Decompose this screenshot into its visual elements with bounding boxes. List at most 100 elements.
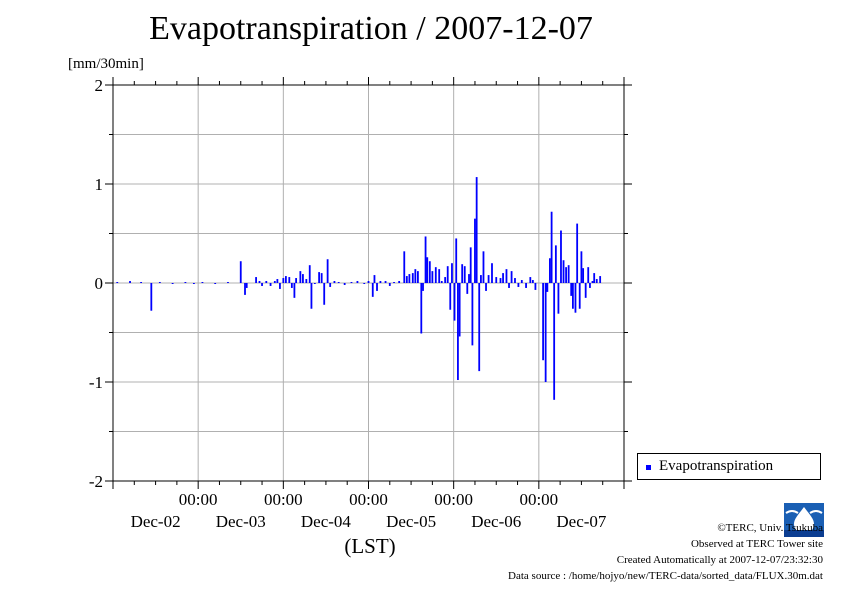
bar [438,269,441,283]
bar [326,259,329,283]
bar [320,273,323,283]
bar [201,282,204,284]
bar [255,277,257,283]
bar [244,283,246,295]
bar [574,283,577,313]
bar [310,283,313,309]
x-date-label: Dec-04 [301,512,352,531]
credits: ©TERC, Univ. Tsukuba Observed at TERC To… [508,520,823,584]
bar [560,230,562,283]
bar [337,282,340,284]
bar [446,266,449,283]
bar [431,271,434,283]
bar [422,283,424,291]
bar [584,283,587,298]
bar [214,283,217,284]
bar [444,277,447,283]
bar [416,271,419,283]
bar [469,247,472,283]
x-date-label: Dec-02 [131,512,181,531]
legend-swatch [646,465,651,470]
bar [276,279,279,283]
x-date-label: Dec-06 [471,512,521,531]
bar [480,275,482,283]
y-tick-label: -1 [89,373,103,392]
bar [398,281,401,283]
bar [261,283,263,286]
data-source-text: Data source : /home/hojyo/new/TERC-data/… [508,570,823,582]
bar [279,283,281,289]
bar [463,266,466,283]
x-axis-label: (LST) [344,534,396,558]
y-tick-label: -2 [89,472,103,491]
bar [295,278,298,283]
bar [308,265,311,283]
axis-tick-labels: 2 1 0 -1 -2 00:00 00:00 00:00 00:00 00:00 Dec-02 De… [89,76,607,531]
bar [567,265,570,283]
x-tick-time-label: 00:00 [519,490,558,509]
bar [487,275,490,283]
y-tick-label: 2 [95,76,104,95]
bar [245,283,248,288]
bar [553,283,556,400]
bar [466,283,469,294]
bar [420,283,423,334]
bar [502,273,504,283]
bar [329,283,332,287]
bar [424,236,427,283]
bar [453,283,456,321]
bar [284,276,287,283]
grid-lines [113,85,624,481]
bar [258,281,261,283]
bar [570,283,573,296]
bar [350,282,353,284]
bar [580,251,583,283]
x-tick-time-label: 00:00 [179,490,218,509]
bar [542,283,544,361]
bar [475,177,478,283]
bar [265,281,268,283]
y-axis-unit-label: [mm/30min] [68,56,144,72]
bar [599,276,602,283]
bar [458,283,461,337]
bar [293,283,296,298]
site-text: Observed at TERC Tower site [690,538,823,550]
bar [451,263,453,283]
bar [411,273,414,283]
bar [273,281,276,283]
bar [505,269,508,283]
bar [565,267,567,283]
bar [140,282,143,284]
copyright-text: ©TERC, Univ. Tsukuba [717,522,823,534]
bar [290,283,293,288]
bar [529,277,532,283]
x-tick-time-label: 00:00 [349,490,388,509]
bar [288,277,291,283]
bar [517,283,520,287]
legend-label: Evapotranspiration [659,458,774,474]
legend: Evapotranspiration [637,453,821,480]
bar [510,271,513,283]
bar [595,279,598,283]
bar [269,283,272,286]
bar [150,283,153,311]
bar [373,275,376,283]
bar [367,281,370,283]
bar [193,283,195,284]
bar [414,269,417,283]
bar [449,283,452,310]
x-date-label: Dec-05 [386,512,436,531]
bar [376,283,378,291]
created-text: Created Automatically at 2007-12-07/23:3… [616,554,823,566]
bar [461,264,464,283]
bar [426,257,429,283]
bar [482,251,485,283]
bar [485,283,487,291]
bar [371,283,374,297]
x-date-label: Dec-07 [556,512,607,531]
bar [363,283,366,284]
bar [578,283,581,309]
bar [333,281,336,283]
bar [428,261,431,283]
